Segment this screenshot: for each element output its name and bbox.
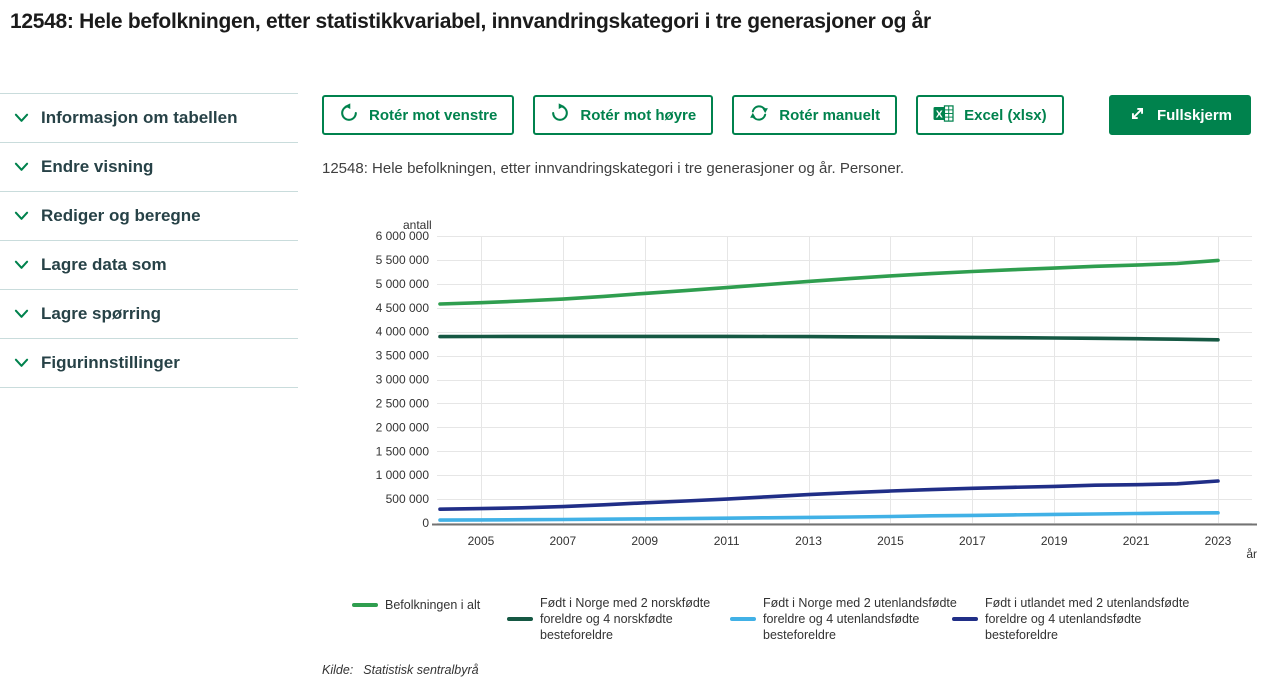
chevron-down-icon: [14, 113, 29, 123]
chevron-down-icon: [14, 358, 29, 368]
rotate-manual-button[interactable]: Rotér manuelt: [732, 95, 898, 135]
svg-text:2 500 000: 2 500 000: [376, 396, 430, 410]
legend-swatch: [952, 617, 978, 621]
sidebar-item-lagre-data-som[interactable]: Lagre data som: [0, 241, 298, 290]
sidebar-item-rediger-og-beregne[interactable]: Rediger og beregne: [0, 192, 298, 241]
sidebar: Informasjon om tabellen Endre visning Re…: [0, 93, 298, 388]
button-label: Rotér mot høyre: [580, 106, 697, 124]
fullscreen-button[interactable]: Fullskjerm: [1108, 95, 1251, 135]
sidebar-item-label: Informasjon om tabellen: [41, 108, 238, 127]
svg-text:2019: 2019: [1041, 534, 1068, 548]
svg-text:2017: 2017: [959, 534, 986, 548]
svg-text:antall: antall: [403, 218, 432, 232]
fullscreen-icon: [1128, 104, 1147, 127]
svg-text:5 000 000: 5 000 000: [376, 277, 430, 291]
sidebar-item-label: Rediger og beregne: [41, 206, 201, 225]
excel-icon: X: [933, 104, 954, 127]
svg-text:6 000 000: 6 000 000: [376, 229, 430, 243]
chevron-down-icon: [14, 260, 29, 270]
svg-text:2009: 2009: [631, 534, 658, 548]
sidebar-item-label: Lagre spørring: [41, 304, 161, 323]
svg-text:2021: 2021: [1123, 534, 1150, 548]
legend-label: Født i Norge med 2 utenlandsfødte foreld…: [763, 596, 957, 642]
sidebar-item-figurinnstillinger[interactable]: Figurinnstillinger: [0, 339, 298, 388]
rotate-left-button[interactable]: Rotér mot venstre: [322, 95, 515, 135]
svg-text:2005: 2005: [468, 534, 495, 548]
chevron-down-icon: [14, 211, 29, 221]
svg-text:2013: 2013: [795, 534, 822, 548]
svg-text:1 500 000: 1 500 000: [376, 444, 430, 458]
legend-item-fodt-i-utlandet-utenlandsfodte[interactable]: Født i utlandet med 2 utenlandsfødte for…: [952, 595, 1217, 643]
svg-text:2 000 000: 2 000 000: [376, 420, 430, 434]
button-label: Fullskjerm: [1156, 106, 1232, 124]
rotate-manual-icon: [749, 103, 769, 127]
excel-download-button[interactable]: X Excel (xlsx): [916, 95, 1064, 135]
svg-text:3 500 000: 3 500 000: [376, 349, 430, 363]
sidebar-item-label: Endre visning: [41, 157, 154, 176]
legend-label: Født i Norge med 2 norskfødte foreldre o…: [540, 596, 711, 642]
svg-text:4 000 000: 4 000 000: [376, 325, 430, 339]
svg-text:3 000 000: 3 000 000: [376, 373, 430, 387]
legend-label: Befolkningen i alt: [385, 598, 481, 612]
svg-text:2015: 2015: [877, 534, 904, 548]
source-note: Kilde: Statistisk sentralbyrå: [322, 663, 479, 677]
sidebar-item-lagre-sporring[interactable]: Lagre spørring: [0, 290, 298, 339]
svg-text:1 000 000: 1 000 000: [376, 468, 430, 482]
svg-text:4 500 000: 4 500 000: [376, 301, 430, 315]
legend-item-fodt-i-norge-utenlandsfodte[interactable]: Født i Norge med 2 utenlandsfødte foreld…: [730, 595, 975, 643]
chevron-down-icon: [14, 162, 29, 172]
chart-title: 12548: Hele befolkningen, etter innvandr…: [322, 160, 905, 177]
legend-label: Født i utlandet med 2 utenlandsfødte for…: [985, 596, 1190, 642]
sidebar-item-endre-visning[interactable]: Endre visning: [0, 143, 298, 192]
svg-text:500 000: 500 000: [386, 492, 430, 506]
legend-item-befolkningen-i-alt[interactable]: Befolkningen i alt: [352, 597, 480, 613]
legend-swatch: [507, 617, 533, 621]
legend-swatch: [352, 603, 378, 607]
svg-text:X: X: [936, 109, 943, 120]
sidebar-item-informasjon-om-tabellen[interactable]: Informasjon om tabellen: [0, 94, 298, 143]
button-label: Excel (xlsx): [964, 106, 1047, 124]
button-label: Rotér mot venstre: [369, 106, 498, 124]
rotate-left-icon: [339, 103, 359, 127]
chevron-down-icon: [14, 309, 29, 319]
source-label: Kilde:: [322, 663, 354, 677]
svg-text:0: 0: [422, 516, 429, 530]
rotate-right-icon: [550, 103, 570, 127]
legend-swatch: [730, 617, 756, 621]
source-text: Statistisk sentralbyrå: [363, 663, 479, 677]
rotate-right-button[interactable]: Rotér mot høyre: [533, 95, 714, 135]
sidebar-item-label: Lagre data som: [41, 255, 167, 274]
svg-text:2007: 2007: [549, 534, 576, 548]
chart-figure: 0 500 000 1 000 000 1 500 000 2 000 000 2 500…: [322, 200, 1267, 565]
line-chart: 0 500 000 1 000 000 1 500 000 2 000 000 2 500…: [376, 218, 1257, 561]
legend-item-fodt-i-norge-norskfodte[interactable]: Født i Norge med 2 norskfødte foreldre o…: [507, 595, 726, 643]
sidebar-item-label: Figurinnstillinger: [41, 353, 180, 372]
svg-text:5 500 000: 5 500 000: [376, 253, 430, 267]
button-label: Rotér manuelt: [779, 106, 881, 124]
svg-text:år: år: [1246, 547, 1257, 561]
page-title: 12548: Hele befolkningen, etter statisti…: [10, 10, 931, 33]
svg-text:2011: 2011: [714, 534, 740, 548]
svg-text:2023: 2023: [1205, 534, 1232, 548]
chart-toolbar: Rotér mot venstre Rotér mot høyre Rotér …: [322, 95, 1251, 135]
